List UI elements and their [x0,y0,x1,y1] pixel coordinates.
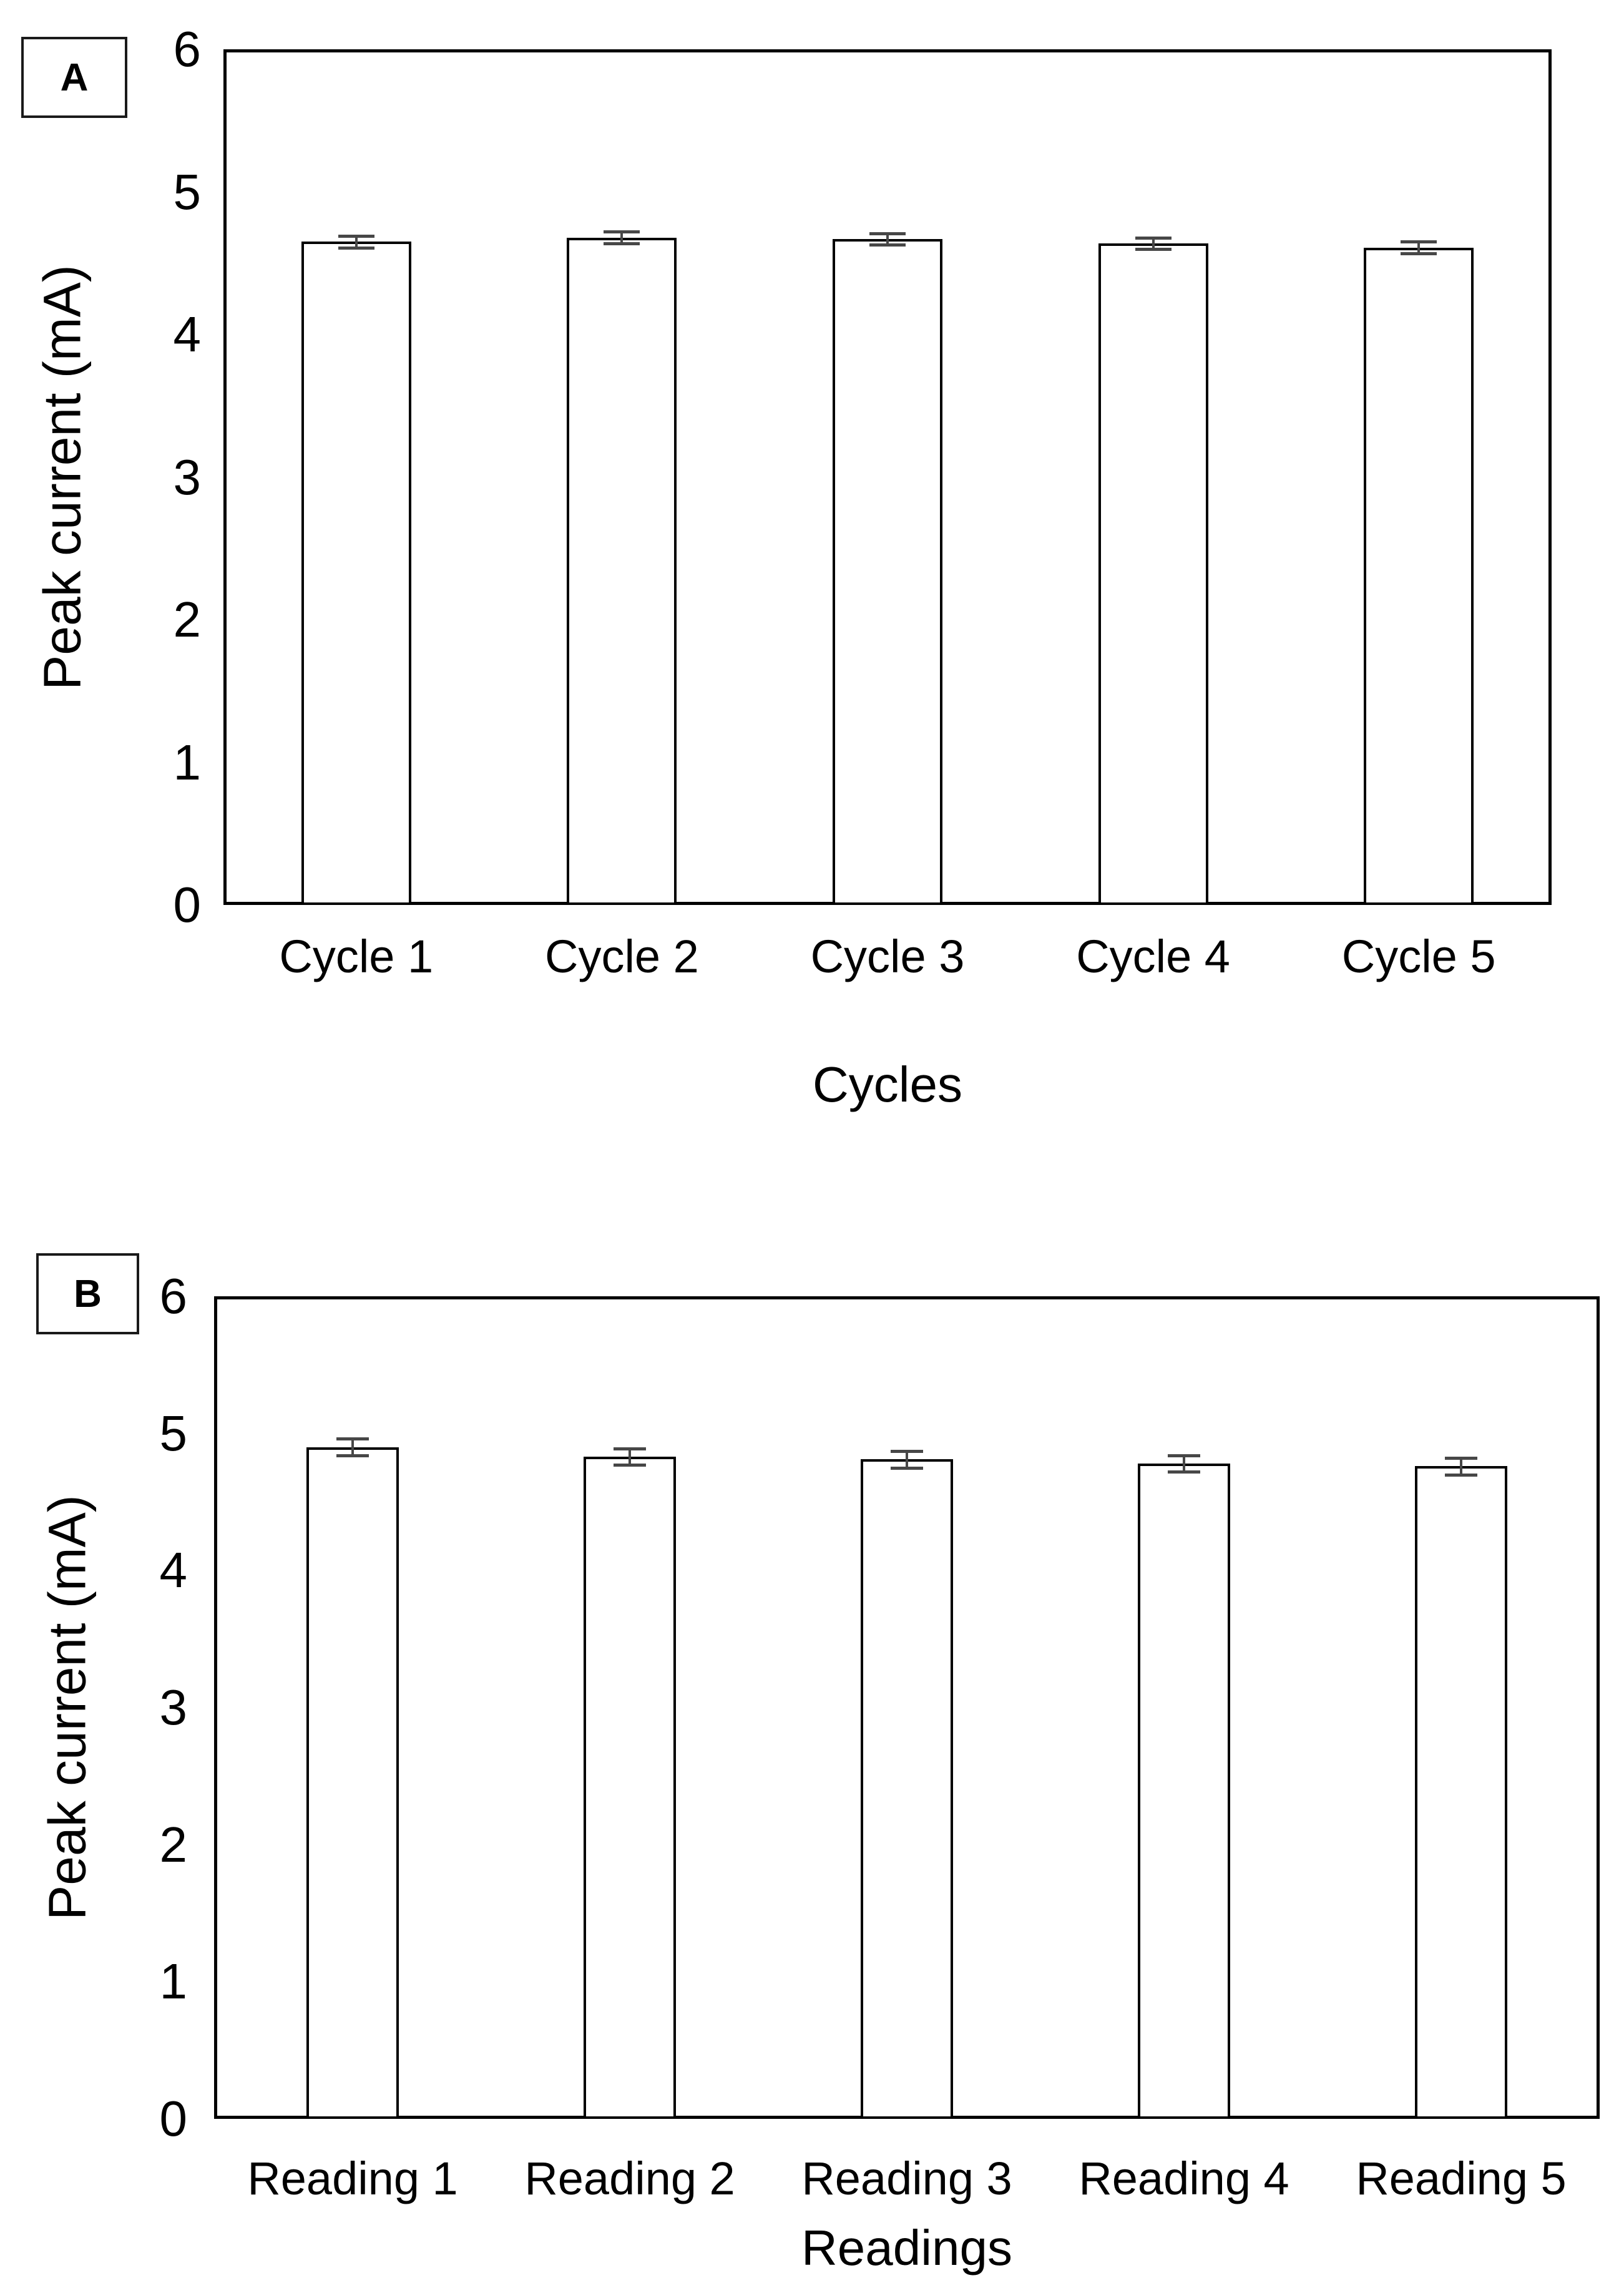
x-category-label: Cycle 1 [279,931,434,982]
y-tick-label: 5 [173,164,202,220]
x-category-label: Reading 1 [247,2153,458,2204]
y-tick-label: 2 [159,1816,188,1872]
y-tick-label: 6 [173,21,202,77]
error-bar-line [355,236,358,248]
bar [1138,1463,1230,2119]
error-bar-cap-bottom [1135,247,1172,251]
x-category-label: Reading 3 [801,2153,1012,2204]
bar [1098,243,1208,905]
error-bar-cap-top [869,232,906,235]
error-bar-cap-top [1445,1457,1477,1460]
panel-a-x-axis-title: Cycles [812,1057,963,1112]
error-bar-cap-bottom [1401,252,1437,255]
bar [567,237,677,905]
error-bar-line [1460,1458,1462,1475]
y-tick-label: 2 [173,592,202,647]
panel-b-x-axis-title: Readings [801,2220,1013,2276]
y-tick-label: 0 [159,2091,188,2146]
x-category-label: Cycle 2 [545,931,699,982]
error-bar-cap-top [1168,1454,1200,1457]
error-bar-line [886,233,889,245]
error-bar-cap-bottom [869,243,906,247]
error-bar-cap-bottom [1445,1473,1477,1477]
bar [301,242,411,905]
error-bar-cap-bottom [1168,1470,1200,1474]
bar [306,1447,399,2119]
error-bar-cap-bottom [336,1454,369,1457]
panel-b-label: B [74,1272,102,1316]
error-bar-cap-top [1401,240,1437,244]
error-bar-cap-bottom [604,242,640,245]
error-bar-cap-bottom [614,1464,646,1467]
y-tick-label: 5 [159,1405,188,1461]
bar [584,1457,676,2119]
x-category-label: Cycle 4 [1076,931,1230,982]
error-bar-cap-top [604,230,640,234]
y-tick-label: 4 [159,1542,188,1598]
bar [833,238,942,905]
error-bar-line [351,1439,354,1455]
x-category-label: Cycle 3 [810,931,965,982]
y-tick-label: 3 [173,449,202,505]
error-bar-cap-top [1135,236,1172,240]
y-tick-label: 3 [159,1679,188,1735]
error-bar-cap-bottom [338,246,374,250]
y-tick-label: 4 [173,306,202,362]
bar [861,1459,953,2119]
y-tick-label: 6 [159,1268,188,1324]
y-tick-label: 1 [173,734,202,790]
error-bar-cap-top [891,1450,923,1454]
error-bar-line [620,232,624,243]
panel-a-label: A [60,56,89,99]
error-bar-line [1152,237,1155,249]
error-bar-line [1183,1455,1185,1472]
error-bar-cap-top [338,235,374,238]
error-bar-line [1417,242,1421,253]
panel-b-label-box: B [36,1253,139,1334]
error-bar-cap-top [336,1437,369,1441]
x-category-label: Reading 2 [524,2153,735,2204]
x-category-label: Reading 4 [1079,2153,1289,2204]
bar [1364,247,1474,905]
error-bar-cap-bottom [891,1466,923,1470]
y-tick-label: 0 [173,877,202,932]
y-tick-label: 1 [159,1953,188,2010]
error-bar-cap-top [614,1447,646,1450]
panel-a-label-box: A [21,37,127,118]
bar [1415,1466,1507,2119]
x-category-label: Reading 5 [1356,2153,1567,2204]
x-category-label: Cycle 5 [1341,931,1496,982]
error-bar-line [629,1448,631,1465]
error-bar-line [906,1451,908,1468]
